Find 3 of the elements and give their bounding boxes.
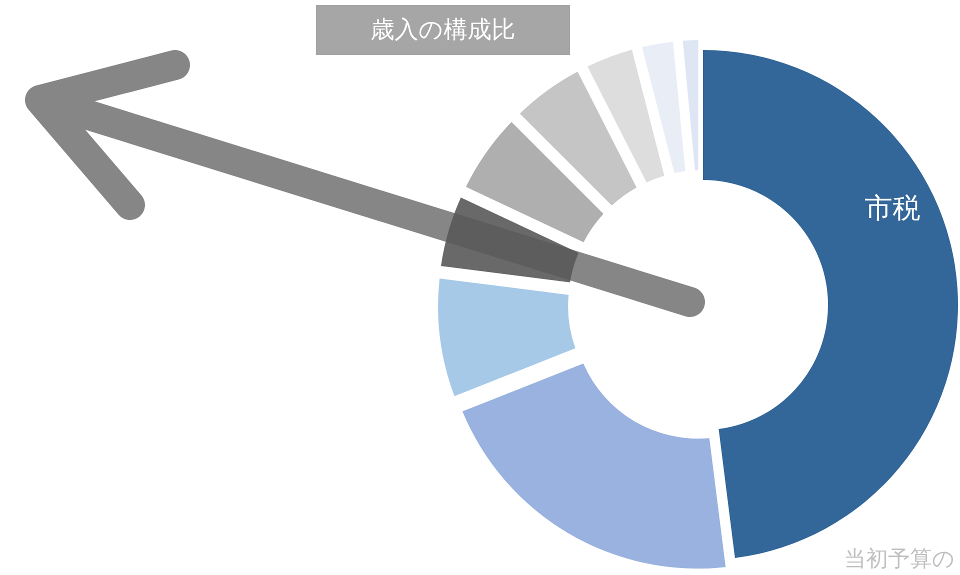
slice-label: 市税 <box>864 192 921 225</box>
chart-title: 歳入の構成比 <box>370 16 516 44</box>
text: 当初予算の <box>844 547 955 572</box>
